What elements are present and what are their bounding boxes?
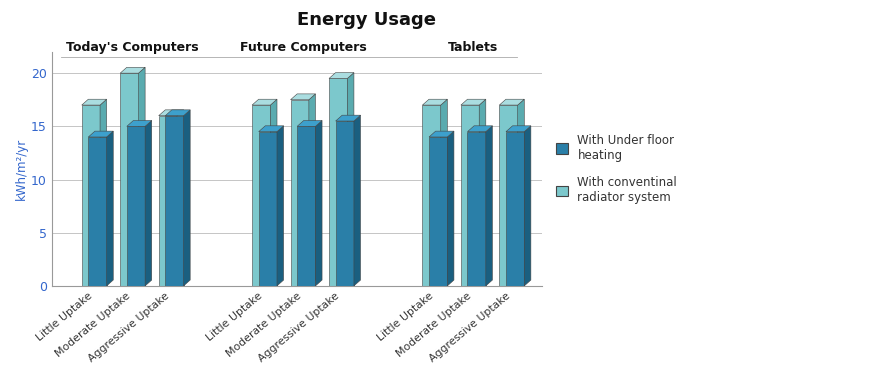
Polygon shape <box>486 126 493 286</box>
Polygon shape <box>422 105 440 286</box>
Polygon shape <box>270 99 277 286</box>
Polygon shape <box>422 99 447 105</box>
Polygon shape <box>506 132 524 286</box>
Polygon shape <box>440 99 447 286</box>
Polygon shape <box>252 105 270 286</box>
Polygon shape <box>524 126 531 286</box>
Polygon shape <box>506 126 531 132</box>
Polygon shape <box>100 99 106 286</box>
Polygon shape <box>290 94 316 100</box>
Polygon shape <box>277 126 283 286</box>
Polygon shape <box>329 78 347 286</box>
Polygon shape <box>120 67 145 73</box>
Polygon shape <box>88 131 113 137</box>
Polygon shape <box>309 94 316 286</box>
Polygon shape <box>139 67 145 286</box>
Polygon shape <box>166 116 184 286</box>
Polygon shape <box>126 121 152 126</box>
Polygon shape <box>184 110 190 286</box>
Polygon shape <box>166 110 190 116</box>
Polygon shape <box>290 100 309 286</box>
Polygon shape <box>145 121 152 286</box>
Polygon shape <box>447 131 454 286</box>
Polygon shape <box>316 121 322 286</box>
Polygon shape <box>82 99 106 105</box>
Polygon shape <box>259 132 277 286</box>
Y-axis label: kWh/m²/yr: kWh/m²/yr <box>15 138 28 200</box>
Text: Today's Computers: Today's Computers <box>66 41 199 54</box>
Polygon shape <box>336 121 354 286</box>
Polygon shape <box>259 126 283 132</box>
Polygon shape <box>467 132 486 286</box>
Polygon shape <box>297 126 316 286</box>
Polygon shape <box>126 126 145 286</box>
Polygon shape <box>500 99 524 105</box>
Polygon shape <box>461 105 480 286</box>
Polygon shape <box>354 115 360 286</box>
Polygon shape <box>88 137 106 286</box>
Polygon shape <box>461 99 486 105</box>
Polygon shape <box>120 73 139 286</box>
Text: Future Computers: Future Computers <box>240 41 366 54</box>
Polygon shape <box>252 99 277 105</box>
Polygon shape <box>480 99 486 286</box>
Polygon shape <box>82 105 100 286</box>
Polygon shape <box>347 73 354 286</box>
Polygon shape <box>518 99 524 286</box>
Polygon shape <box>429 137 447 286</box>
Polygon shape <box>159 110 184 116</box>
Polygon shape <box>429 131 454 137</box>
Polygon shape <box>500 105 518 286</box>
Legend: With Under floor
heating, With conventinal
radiator system: With Under floor heating, With conventin… <box>553 130 681 208</box>
Polygon shape <box>106 131 113 286</box>
Polygon shape <box>467 126 493 132</box>
Text: Energy Usage: Energy Usage <box>296 11 436 29</box>
Polygon shape <box>336 115 360 121</box>
Polygon shape <box>177 110 184 286</box>
Polygon shape <box>159 116 177 286</box>
Text: Tablets: Tablets <box>448 41 499 54</box>
Polygon shape <box>329 73 354 78</box>
Polygon shape <box>297 121 322 126</box>
